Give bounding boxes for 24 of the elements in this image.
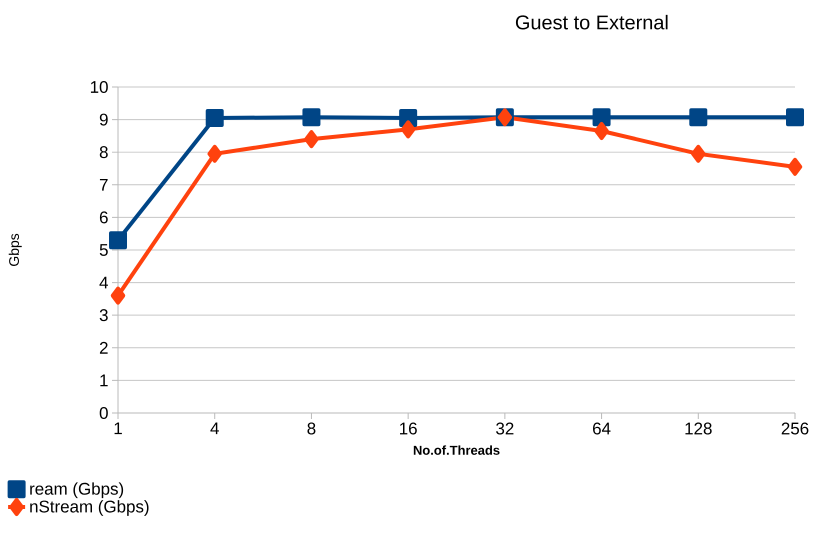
x-tick-label: 64 <box>593 422 610 435</box>
x-tick-label: 8 <box>307 422 316 435</box>
y-tick-label: 1 <box>100 374 108 386</box>
x-tick-label: 256 <box>782 422 808 435</box>
y-tick-label: 8 <box>100 146 108 158</box>
x-tick-label: 32 <box>496 422 514 435</box>
y-tick-label: 0 <box>100 406 108 419</box>
chart-title: Guest to External <box>516 14 668 30</box>
legend-label: nStream (Gbps) <box>30 500 149 516</box>
y-tick-label: 7 <box>100 178 108 191</box>
y-tick-label: 2 <box>100 342 108 354</box>
y-axis-title: Gbps <box>8 234 22 266</box>
x-tick-label: 16 <box>400 422 417 435</box>
y-tick-label: 5 <box>100 244 108 256</box>
y-tick-label: 10 <box>90 80 108 93</box>
x-tick-label: 4 <box>210 422 219 434</box>
y-tick-label: 3 <box>100 309 108 322</box>
x-tick-label: 128 <box>685 422 712 435</box>
x-tick-label: 1 <box>114 422 122 434</box>
x-axis-title: No.of.Threads <box>414 445 500 455</box>
legend-label: ream (Gbps) <box>30 482 124 498</box>
y-tick-label: 9 <box>100 114 108 126</box>
y-tick-label: 6 <box>100 211 108 224</box>
y-tick-label: 4 <box>99 276 108 288</box>
